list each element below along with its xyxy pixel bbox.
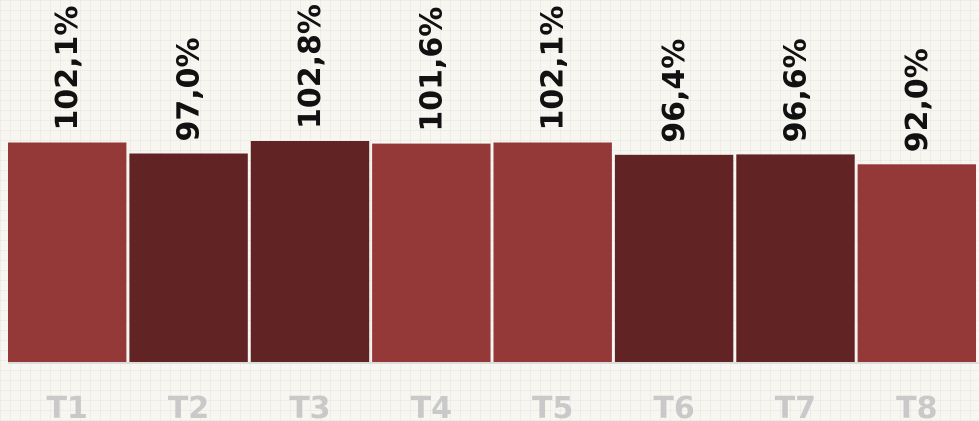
bar-t4 bbox=[372, 143, 491, 363]
data-label-t5: 102,1% bbox=[536, 6, 571, 131]
x-tick-label-t6: T6 bbox=[653, 391, 694, 421]
data-label-t4: 101,6% bbox=[414, 7, 449, 132]
data-label-t3: 102,8% bbox=[293, 4, 328, 129]
bar-t7 bbox=[736, 154, 855, 363]
x-tick-label-t8: T8 bbox=[896, 391, 937, 421]
x-tick-label-t1: T1 bbox=[47, 391, 88, 421]
bar-t8 bbox=[857, 164, 976, 363]
data-label-t8: 92,0% bbox=[900, 48, 935, 152]
x-tick-labels-group: T1 T2 T3 T4 T5 T6 T7 T8 bbox=[47, 391, 938, 421]
bar-t5 bbox=[493, 142, 612, 363]
bars-group bbox=[8, 141, 976, 363]
x-tick-label-t2: T2 bbox=[168, 391, 209, 421]
x-tick-label-t7: T7 bbox=[775, 391, 816, 421]
data-label-t1: 102,1% bbox=[50, 6, 85, 131]
x-tick-label-t5: T5 bbox=[532, 391, 573, 421]
bar-t2 bbox=[129, 153, 248, 363]
bar-t1 bbox=[8, 142, 127, 363]
data-label-t7: 96,6% bbox=[778, 38, 813, 142]
bar-t3 bbox=[250, 141, 370, 363]
data-label-t2: 97,0% bbox=[172, 37, 207, 141]
bar-t6 bbox=[614, 154, 734, 363]
x-tick-label-t4: T4 bbox=[411, 391, 452, 421]
x-tick-label-t3: T3 bbox=[289, 391, 330, 421]
data-label-t6: 96,4% bbox=[657, 39, 692, 143]
data-labels-group: 102,1% 97,0% 102,8% 101,6% 102,1% 96,4% 96,6% 9… bbox=[50, 4, 935, 152]
